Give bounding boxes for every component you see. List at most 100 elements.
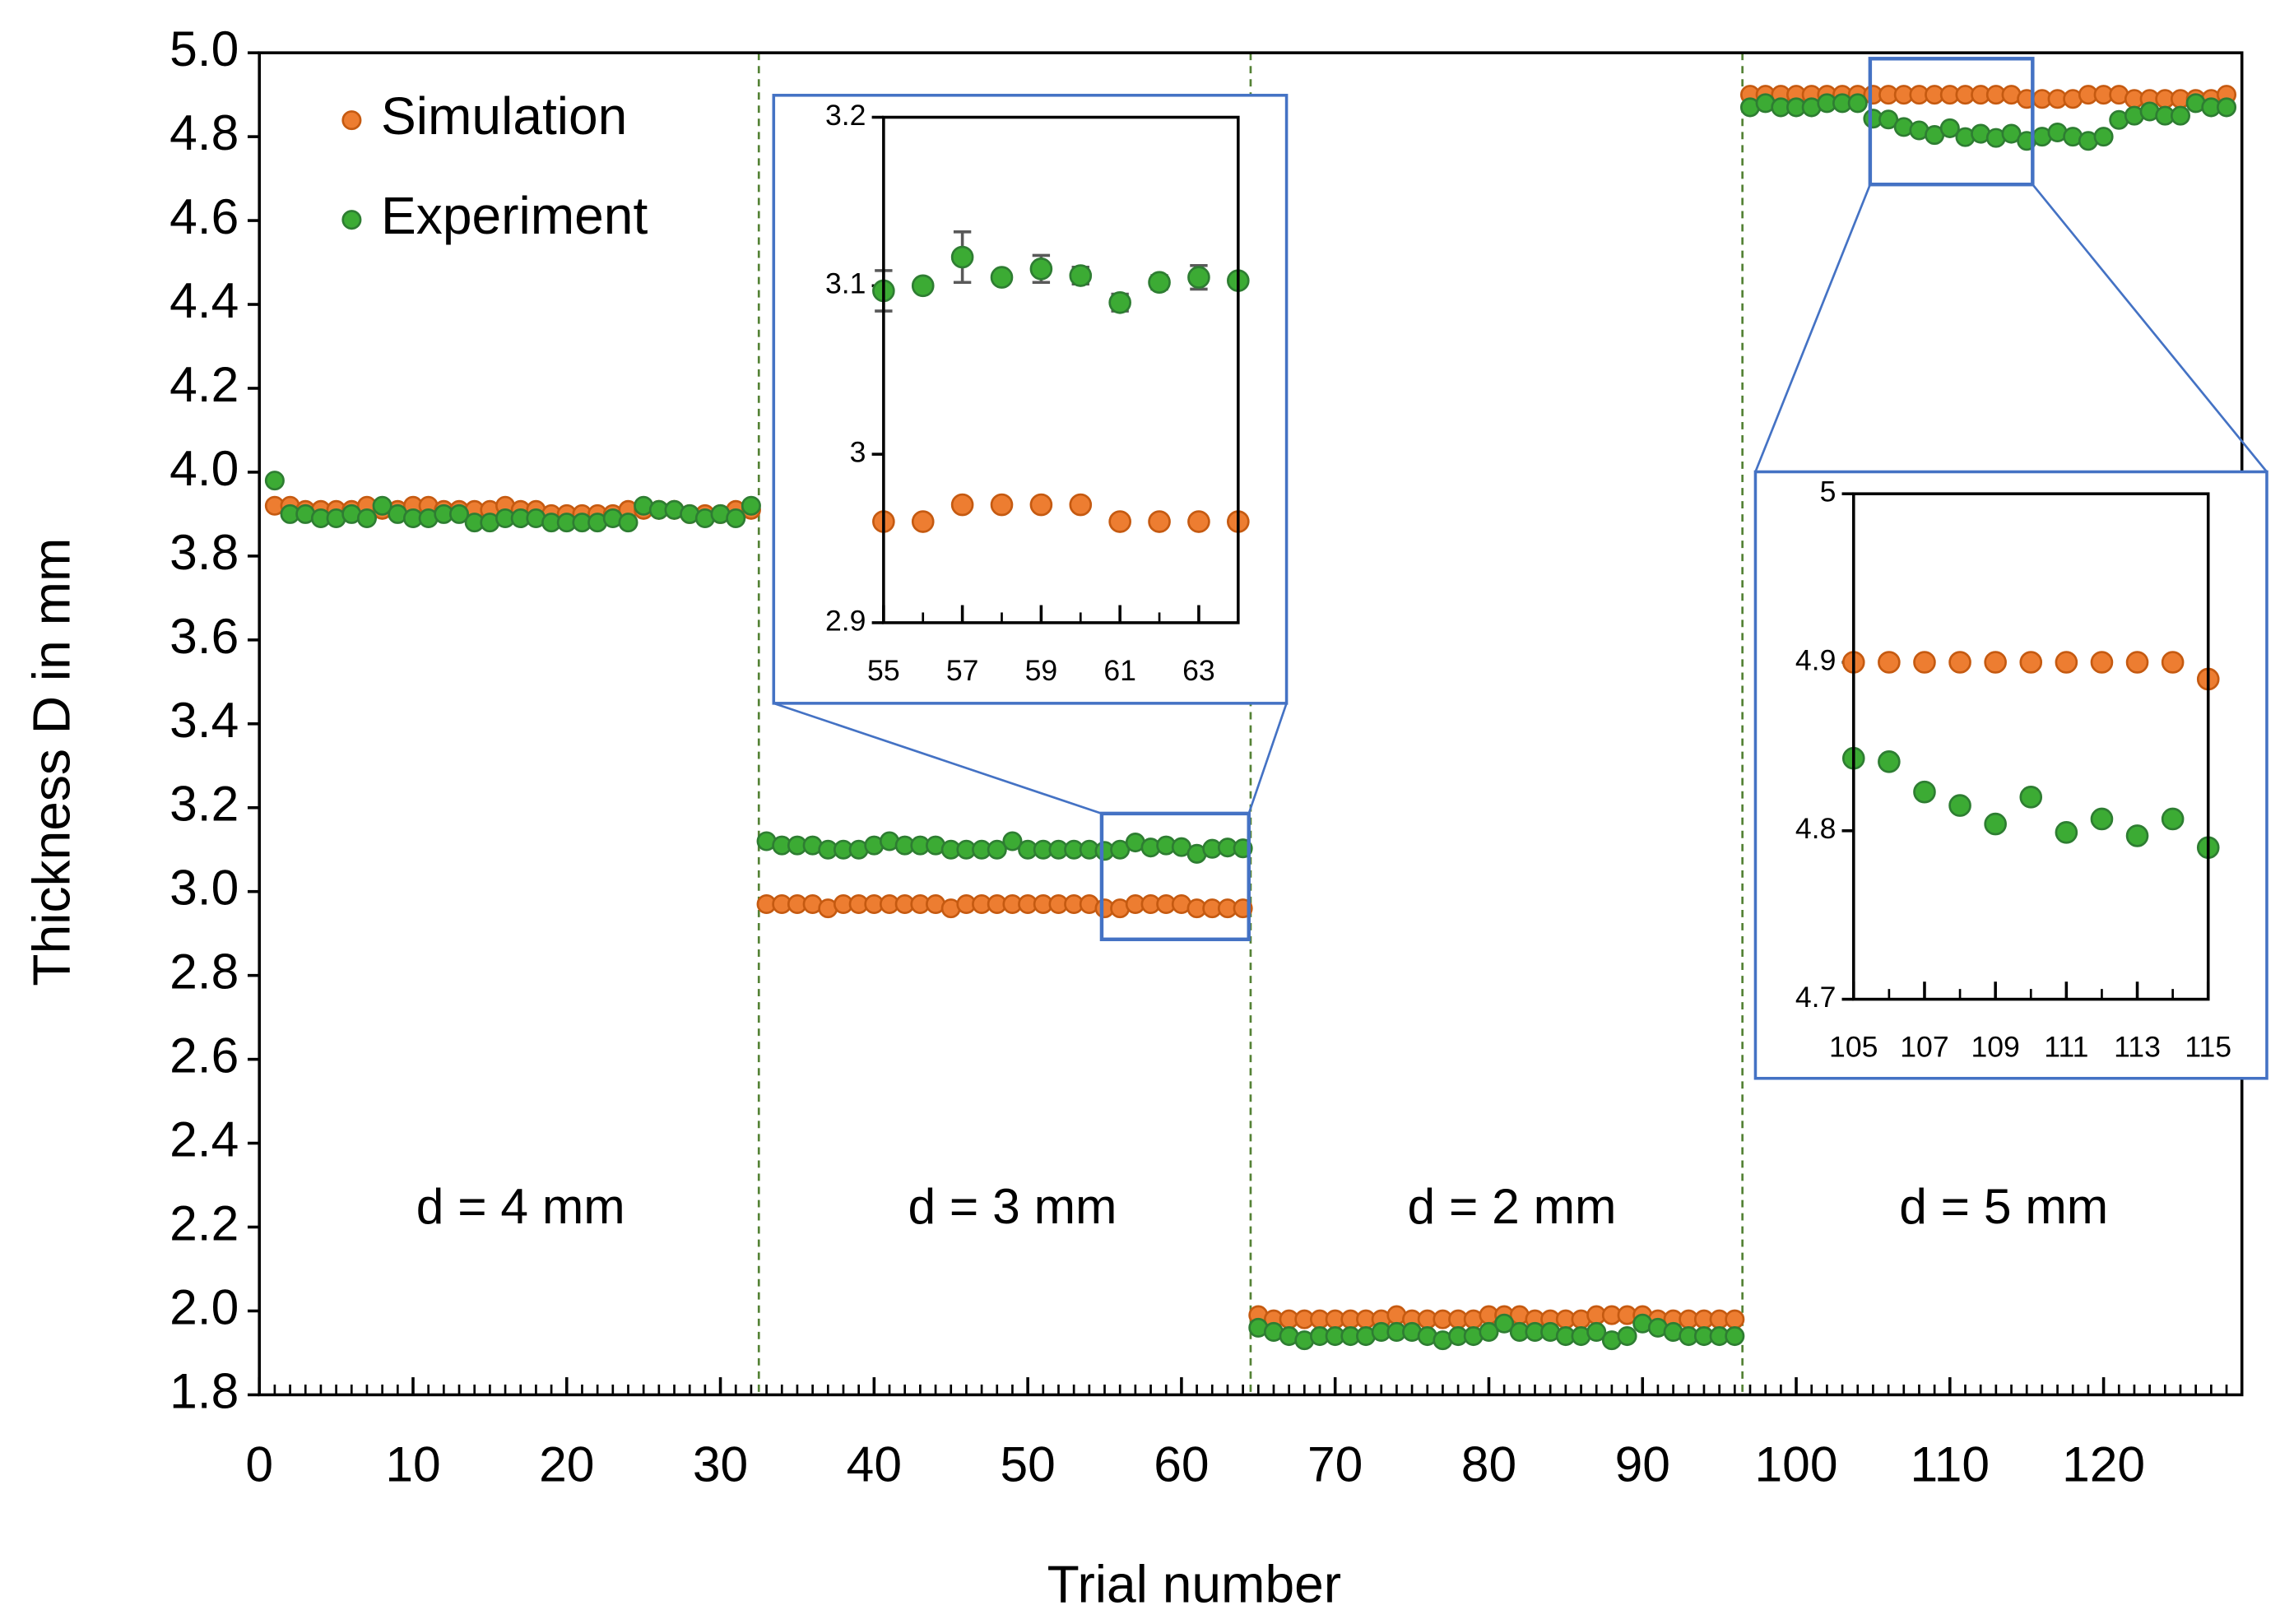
data-point [911, 274, 935, 298]
plot-frame [882, 115, 1240, 624]
x-tick-label: 120 [2062, 1436, 2145, 1492]
annotation: d = 3 mm [908, 1178, 1117, 1234]
data-point [741, 495, 761, 516]
data-point [1069, 264, 1093, 287]
annotation: d = 2 mm [1407, 1178, 1616, 1234]
legend-label: Experiment [381, 186, 648, 245]
x-tick-label: 30 [693, 1436, 748, 1492]
y-tick-label: 4.2 [169, 356, 239, 412]
data-point [1187, 510, 1210, 533]
zoom-connector [773, 702, 1103, 815]
inset-frame [772, 94, 1289, 705]
data-point [1108, 510, 1131, 533]
data-point [1847, 93, 1868, 114]
data-point [1108, 290, 1131, 314]
data-point [990, 266, 1014, 289]
data-point [987, 839, 1007, 860]
x-tick-label: 0 [245, 1436, 273, 1492]
data-point [726, 508, 746, 529]
data-point [2125, 651, 2149, 674]
data-point [1878, 651, 1901, 674]
x-tick-label: 110 [1911, 1436, 1990, 1492]
data-point [2090, 651, 2114, 674]
zoom-box [1868, 57, 2035, 187]
data-point [911, 510, 935, 533]
data-point [990, 493, 1014, 517]
y-tick-label: 2.8 [169, 944, 239, 1000]
data-point [1586, 1321, 1607, 1342]
y-tick-label: 3.2 [825, 99, 866, 132]
data-point [1002, 831, 1023, 851]
data-point [1939, 118, 1960, 138]
x-tick-label: 20 [539, 1436, 594, 1492]
data-point [1725, 1309, 1745, 1329]
x-tick-label: 63 [1182, 654, 1215, 687]
data-point [2161, 807, 2185, 831]
data-point [2090, 807, 2114, 831]
data-point [1617, 1326, 1637, 1347]
x-tick-label: 55 [867, 654, 900, 687]
y-tick-label: 4.6 [169, 188, 239, 244]
data-point [2216, 97, 2237, 118]
data-point [1148, 510, 1171, 533]
data-point [1479, 1321, 1499, 1342]
data-point [2125, 824, 2149, 847]
data-point [264, 471, 285, 491]
y-tick-label: 3.8 [169, 524, 239, 580]
annotation: d = 4 mm [416, 1178, 625, 1234]
plot-frame [1851, 492, 2210, 1001]
legend-marker [341, 110, 362, 131]
data-point [1725, 1326, 1745, 1347]
zoom-connector [2032, 183, 2268, 473]
data-point [356, 508, 377, 529]
data-point [1029, 493, 1053, 517]
y-tick-label: 3.4 [169, 692, 239, 748]
x-tick-label: 59 [1025, 654, 1058, 687]
y-tick-label: 5 [1820, 476, 1837, 508]
y-tick-label: 2.6 [169, 1028, 239, 1083]
y-tick-label: 3 [850, 436, 866, 469]
y-axis-title: Thickness D in mm [22, 538, 81, 986]
y-tick-label: 4.9 [1795, 643, 1837, 676]
data-point [1187, 266, 1210, 289]
x-tick-label: 113 [2114, 1031, 2161, 1064]
x-tick-label: 111 [2044, 1031, 2088, 1064]
zoom-connector [1754, 183, 1872, 472]
data-point [1878, 109, 1899, 130]
y-tick-label: 2.0 [169, 1278, 239, 1334]
annotation: d = 5 mm [1899, 1178, 2108, 1234]
y-tick-label: 5.0 [169, 21, 239, 77]
y-tick-label: 3.6 [169, 608, 239, 664]
x-tick-label: 100 [1755, 1436, 1838, 1492]
y-tick-label: 2.2 [169, 1195, 239, 1251]
x-tick-label: 109 [1971, 1031, 2019, 1064]
x-tick-label: 61 [1103, 654, 1136, 687]
data-point [1069, 493, 1093, 517]
x-tick-label: 40 [847, 1436, 902, 1492]
x-tick-label: 57 [946, 654, 979, 687]
x-tick-label: 115 [2185, 1031, 2231, 1064]
data-point [950, 245, 974, 269]
y-tick-label: 4.0 [169, 440, 239, 496]
data-point [449, 503, 470, 524]
y-tick-label: 2.9 [825, 604, 866, 637]
x-tick-label: 90 [1615, 1436, 1670, 1492]
x-axis-title: Trial number [1047, 1554, 1341, 1613]
legend-marker [341, 210, 362, 230]
data-point [1913, 651, 1936, 674]
data-point [1948, 651, 1971, 674]
x-tick-label: 50 [1000, 1436, 1055, 1492]
data-point [618, 513, 638, 533]
data-point [1878, 750, 1901, 773]
data-point [950, 493, 974, 517]
x-tick-label: 80 [1461, 1436, 1516, 1492]
zoom-connector [1247, 703, 1288, 814]
y-tick-label: 4.7 [1795, 981, 1837, 1014]
data-point [372, 495, 392, 516]
inset-frame [1753, 470, 2268, 1080]
data-point [1984, 812, 2007, 836]
y-tick-label: 2.4 [169, 1111, 239, 1167]
data-point [2055, 651, 2078, 674]
y-tick-label: 3.0 [169, 860, 239, 916]
